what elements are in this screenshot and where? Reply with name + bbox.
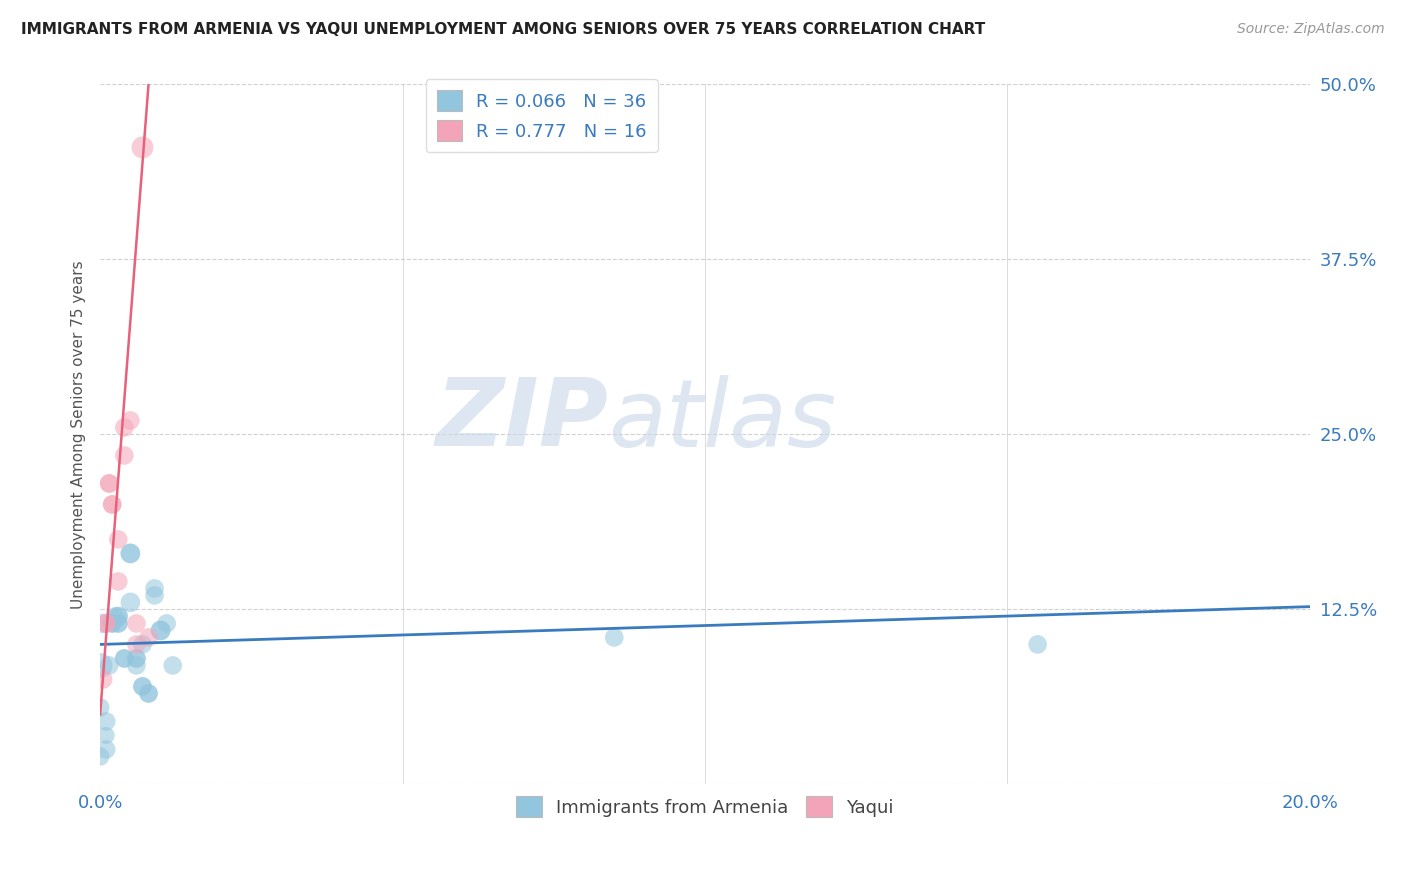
Point (1026, 637, 1049, 651)
Text: ZIP: ZIP (436, 375, 609, 467)
Text: atlas: atlas (609, 375, 837, 466)
Point (120, 546, 142, 560)
Point (112, 449, 135, 463)
Point (91, 673, 114, 687)
Point (107, 616, 129, 631)
Point (98, 476, 121, 491)
Point (96, 616, 118, 631)
Point (131, 680, 153, 694)
Text: IMMIGRANTS FROM ARMENIA VS YAQUI UNEMPLOYMENT AMONG SENIORS OVER 75 YEARS CORREL: IMMIGRANTS FROM ARMENIA VS YAQUI UNEMPLO… (21, 22, 986, 37)
Text: Source: ZipAtlas.com: Source: ZipAtlas.com (1237, 22, 1385, 37)
Point (96, 616, 118, 631)
Point (112, 651, 135, 665)
Point (112, 420, 135, 434)
Point (107, 616, 129, 631)
Point (101, 498, 124, 512)
Point (96, 714, 118, 729)
Point (107, 533, 129, 547)
Point (138, 686, 160, 700)
Point (101, 498, 124, 512)
Point (125, 616, 148, 631)
Point (104, 609, 127, 624)
Point (125, 637, 148, 651)
Point (131, 140, 153, 154)
Point (101, 616, 124, 631)
Point (131, 680, 153, 694)
Point (89, 658, 111, 673)
Point (156, 616, 179, 631)
Point (89, 700, 111, 714)
Point (112, 651, 135, 665)
Point (107, 609, 129, 624)
Legend: Immigrants from Armenia, Yaqui: Immigrants from Armenia, Yaqui (509, 789, 901, 824)
Point (120, 546, 142, 560)
Point (120, 595, 142, 609)
Point (138, 686, 160, 700)
Point (96, 728, 118, 742)
Point (96, 742, 118, 756)
Point (98, 476, 121, 491)
Point (125, 651, 148, 665)
Point (125, 651, 148, 665)
Point (131, 637, 153, 651)
Point (120, 413, 142, 427)
Point (98, 658, 121, 673)
Point (89, 749, 111, 764)
Point (162, 658, 184, 673)
Point (125, 658, 148, 673)
Point (143, 589, 166, 603)
Point (107, 609, 129, 624)
Point (107, 574, 129, 589)
Point (149, 624, 172, 638)
Point (91, 616, 114, 631)
Point (143, 582, 166, 596)
Point (138, 631, 160, 645)
Y-axis label: Unemployment Among Seniors over 75 years: Unemployment Among Seniors over 75 years (72, 260, 86, 608)
Point (149, 624, 172, 638)
Point (101, 616, 124, 631)
Point (603, 631, 626, 645)
